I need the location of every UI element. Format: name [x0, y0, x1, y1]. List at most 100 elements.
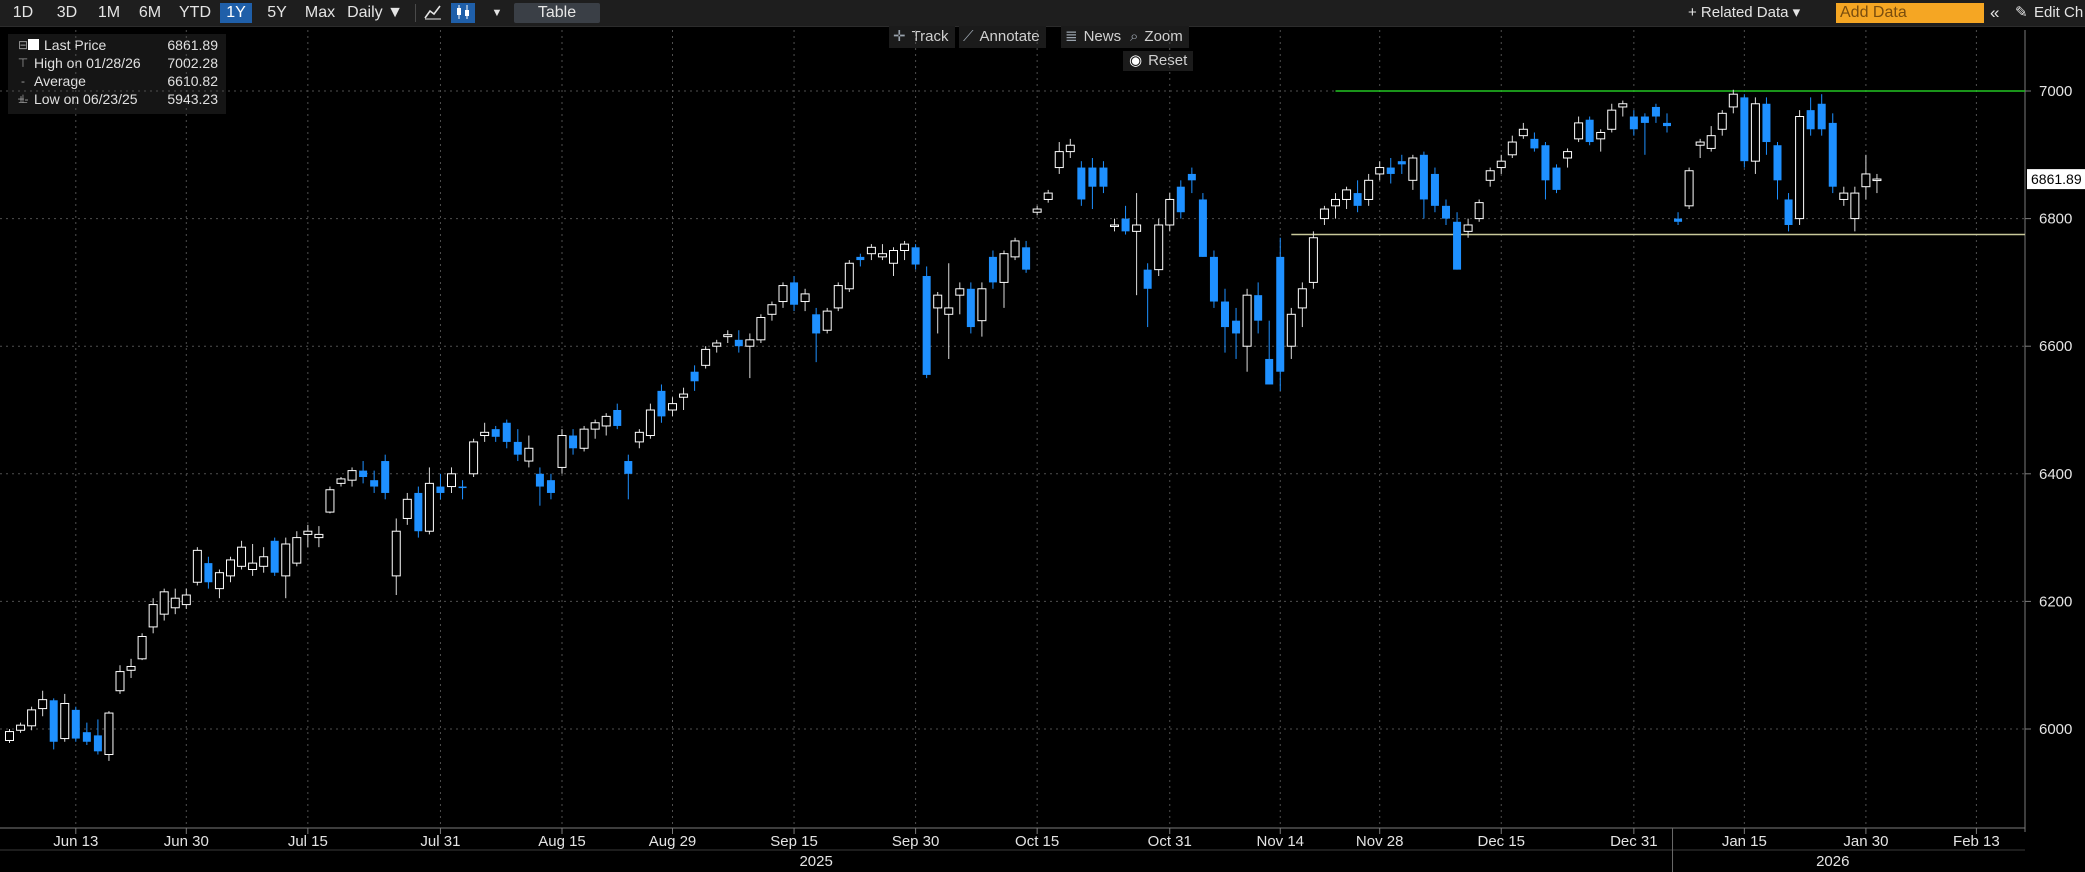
reset-button[interactable]: ◉ Reset — [1123, 51, 1194, 71]
zoom-button[interactable]: ⌕ Zoom — [1126, 26, 1189, 48]
candle-body — [933, 294, 943, 309]
candle — [1353, 180, 1362, 213]
candle-body — [1541, 145, 1550, 181]
candle-body — [1518, 128, 1528, 137]
candle-body — [1088, 167, 1097, 187]
candle — [303, 524, 313, 548]
candle-body — [1828, 122, 1837, 187]
track-button[interactable]: ✛ Track — [889, 26, 955, 48]
range-button-5y[interactable]: 5Y — [267, 4, 287, 21]
table-button[interactable]: Table — [514, 3, 600, 23]
candle-body — [491, 429, 500, 437]
range-button-6m[interactable]: 6M — [138, 4, 162, 21]
candle-body — [1254, 295, 1263, 321]
crosshair-icon: ✛ — [893, 28, 906, 45]
candle-body — [657, 390, 666, 417]
candle-body — [1695, 141, 1705, 146]
candle — [458, 480, 467, 500]
candlestick-icon[interactable] — [451, 3, 475, 23]
candle-body — [701, 348, 711, 366]
candle-body — [756, 316, 766, 341]
candle-body — [856, 256, 865, 261]
line-chart-icon[interactable] — [422, 3, 444, 23]
candle — [1099, 161, 1108, 194]
edit-chart-button[interactable]: Edit Ch — [2034, 4, 2084, 21]
range-button-1m[interactable]: 1M — [97, 4, 121, 21]
double-chevron-left-icon[interactable]: « — [1990, 3, 2000, 22]
candle-body — [1839, 192, 1849, 200]
candle-body — [966, 288, 975, 328]
candle — [1717, 110, 1727, 136]
candle-body — [579, 428, 589, 449]
news-icon: ≣ — [1065, 28, 1078, 45]
candle — [1232, 307, 1241, 359]
candle — [16, 722, 26, 733]
legend-low[interactable]: ⊥ Low on 06/23/25 5943.23 — [17, 91, 218, 107]
range-button-1d[interactable]: 1D — [12, 4, 34, 21]
average-marker-icon: -+- — [17, 74, 29, 106]
annotate-button[interactable]: ⟋ Annotate — [959, 26, 1046, 48]
candle-body — [812, 314, 821, 334]
candle-body — [1806, 110, 1815, 130]
candle — [1518, 122, 1528, 139]
candle-body — [1663, 122, 1671, 127]
candle-body — [204, 563, 213, 583]
candle-body — [1574, 122, 1584, 140]
candle — [955, 282, 965, 315]
candle-body — [1684, 170, 1694, 207]
candle-body — [502, 422, 511, 442]
x-tick-label: Sep 30 — [892, 833, 940, 850]
candle — [115, 665, 125, 694]
legend-high[interactable]: ⊤ High on 01/28/26 7002.28 — [17, 55, 218, 71]
legend-average[interactable]: -+- Average 6610.82 — [17, 73, 218, 106]
frequency-dropdown[interactable]: Daily ▼ — [347, 4, 403, 21]
candle-body — [1010, 240, 1020, 258]
candle — [900, 240, 910, 261]
candle — [60, 693, 70, 742]
range-button-1y[interactable]: 1Y — [220, 3, 252, 23]
candle-body — [1850, 192, 1860, 220]
related-data-button[interactable]: + Related Data ▾ — [1688, 4, 1801, 21]
candle — [314, 526, 324, 548]
candle-body — [1342, 189, 1352, 200]
candle-body — [1618, 103, 1628, 108]
reset-icon: ◉ — [1129, 52, 1143, 69]
candle-body — [1474, 202, 1484, 220]
candle — [557, 429, 567, 474]
candle-body — [93, 735, 102, 752]
candle — [1463, 218, 1473, 238]
candle-body — [1496, 160, 1506, 169]
legend-last-price[interactable]: ⊟ Last Price 6861.89 — [17, 37, 218, 53]
add-data-input[interactable]: Add Data — [1836, 3, 1984, 23]
pencil-icon[interactable]: ✎ — [2015, 4, 2028, 21]
candle — [204, 556, 213, 589]
candle — [381, 454, 390, 500]
candle-body — [1065, 144, 1075, 153]
candle — [1850, 186, 1860, 232]
candle-body — [104, 712, 114, 756]
caret-down-icon[interactable]: ▼ — [491, 7, 503, 19]
candle — [480, 422, 490, 442]
candle — [1297, 282, 1307, 328]
candle — [414, 486, 423, 538]
candle — [767, 301, 777, 321]
candle-body — [911, 247, 920, 265]
last-price-tag-bg — [2027, 169, 2085, 190]
candle-body — [900, 243, 910, 251]
candle — [1618, 100, 1628, 117]
candle — [1453, 212, 1462, 270]
candle-body — [1706, 135, 1716, 149]
candle — [436, 473, 445, 500]
range-button-3d[interactable]: 3D — [56, 4, 78, 21]
candle-body — [1861, 173, 1871, 188]
candle-body — [1651, 106, 1660, 117]
range-button-ytd[interactable]: YTD — [179, 4, 211, 21]
candle — [1342, 186, 1352, 210]
range-button-max[interactable]: Max — [304, 4, 336, 21]
candle — [214, 569, 224, 599]
candle — [1319, 205, 1329, 225]
news-button[interactable]: ≣ News — [1061, 26, 1128, 48]
candle-body — [1121, 218, 1130, 232]
candle — [833, 282, 843, 312]
